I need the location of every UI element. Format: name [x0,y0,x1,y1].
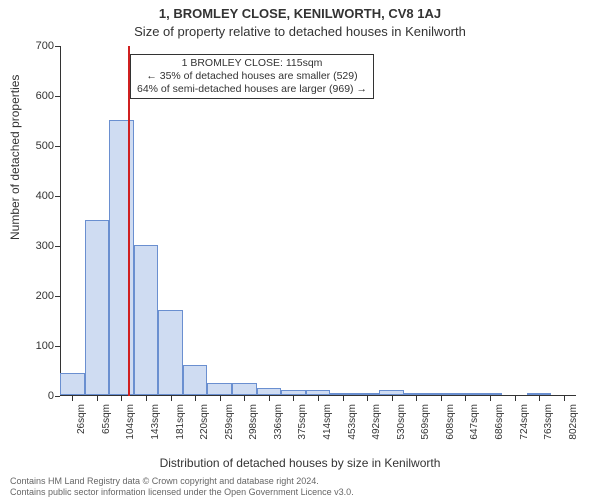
xtick-mark [465,396,466,401]
title-line-2: Size of property relative to detached ho… [0,24,600,39]
xtick-mark [416,396,417,401]
ytick-mark [55,96,60,97]
ytick-label: 500 [18,140,54,152]
histogram-bar [207,383,232,396]
footer-attribution: Contains HM Land Registry data © Crown c… [10,476,590,499]
xtick-label: 220sqm [199,404,210,444]
xtick-mark [392,396,393,401]
xtick-mark [171,396,172,401]
xtick-mark [293,396,294,401]
xtick-label: 104sqm [125,404,136,444]
xtick-mark [195,396,196,401]
xtick-label: 492sqm [371,404,382,444]
xtick-label: 414sqm [322,404,333,444]
ytick-mark [55,146,60,147]
histogram-bar [183,365,208,395]
histogram-bar [379,390,404,395]
footer-line-2: Contains public sector information licen… [10,487,590,498]
xtick-mark [367,396,368,401]
histogram-bar [232,383,257,396]
ytick-mark [55,296,60,297]
xtick-label: 686sqm [494,404,505,444]
histogram-bar [429,393,454,395]
xtick-label: 763sqm [543,404,554,444]
ytick-mark [55,196,60,197]
xtick-label: 375sqm [297,404,308,444]
xtick-mark [343,396,344,401]
xtick-mark [72,396,73,401]
xtick-mark [146,396,147,401]
xtick-mark [220,396,221,401]
xtick-mark [97,396,98,401]
xtick-label: 802sqm [568,404,579,444]
ytick-label: 0 [18,390,54,402]
annotation-line-2: ← 35% of detached houses are smaller (52… [137,70,367,83]
histogram-bar [453,393,478,395]
xtick-label: 26sqm [76,404,87,444]
xtick-mark [269,396,270,401]
xtick-label: 65sqm [101,404,112,444]
histogram-bar [134,245,159,395]
histogram-bar [404,393,429,396]
footer-line-1: Contains HM Land Registry data © Crown c… [10,476,590,487]
xtick-label: 181sqm [175,404,186,444]
xtick-label: 453sqm [347,404,358,444]
histogram-bar [478,393,503,395]
xtick-label: 298sqm [248,404,259,444]
histogram-bar [257,388,282,396]
histogram-bar [527,393,552,395]
xtick-mark [244,396,245,401]
xtick-mark [515,396,516,401]
histogram-bar [85,220,110,395]
xtick-mark [121,396,122,401]
ytick-label: 200 [18,290,54,302]
ytick-mark [55,46,60,47]
xtick-label: 569sqm [420,404,431,444]
xtick-label: 647sqm [469,404,480,444]
ytick-label: 600 [18,90,54,102]
xtick-label: 608sqm [445,404,456,444]
xtick-label: 530sqm [396,404,407,444]
x-axis-label: Distribution of detached houses by size … [0,456,600,470]
histogram-bar [109,120,134,395]
histogram-bar [330,393,355,396]
annotation-line-3: 64% of semi-detached houses are larger (… [137,83,367,96]
histogram-bar [281,390,306,395]
ytick-label: 400 [18,190,54,202]
histogram-bar [306,390,331,395]
xtick-mark [441,396,442,401]
histogram-bar [158,310,183,395]
xtick-mark [564,396,565,401]
xtick-label: 336sqm [273,404,284,444]
ytick-label: 100 [18,340,54,352]
title-line-1: 1, BROMLEY CLOSE, KENILWORTH, CV8 1AJ [0,6,600,21]
xtick-mark [539,396,540,401]
annotation-line-1: 1 BROMLEY CLOSE: 115sqm [137,57,367,70]
plot-area: 010020030040050060070026sqm65sqm104sqm14… [60,46,576,396]
y-axis-line [60,46,61,396]
ytick-label: 300 [18,240,54,252]
histogram-bar [60,373,85,396]
xtick-label: 143sqm [150,404,161,444]
ytick-mark [55,246,60,247]
xtick-label: 724sqm [519,404,530,444]
ytick-mark [55,396,60,397]
figure: 1, BROMLEY CLOSE, KENILWORTH, CV8 1AJ Si… [0,0,600,500]
xtick-mark [318,396,319,401]
histogram-bar [355,393,380,395]
annotation-box: 1 BROMLEY CLOSE: 115sqm← 35% of detached… [130,54,374,99]
xtick-mark [490,396,491,401]
ytick-mark [55,346,60,347]
xtick-label: 259sqm [224,404,235,444]
ytick-label: 700 [18,40,54,52]
